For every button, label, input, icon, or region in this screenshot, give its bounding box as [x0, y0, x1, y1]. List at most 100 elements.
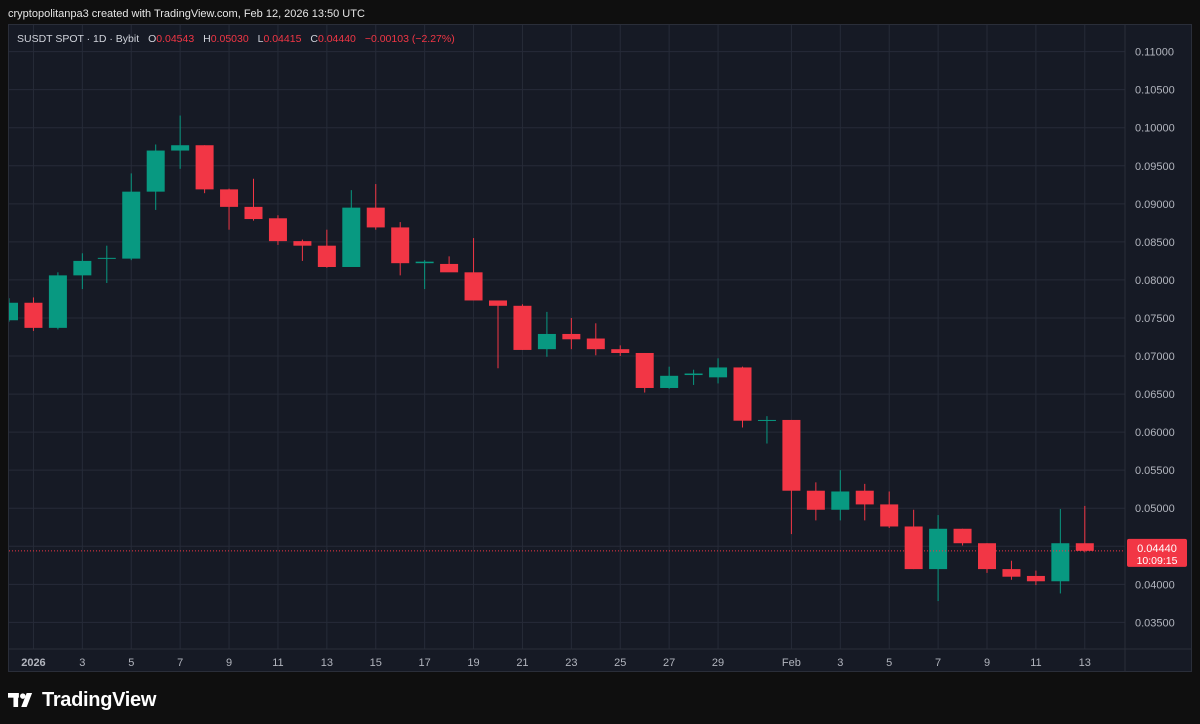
x-tick-label: 7: [177, 657, 183, 669]
x-tick-label: 15: [370, 657, 382, 669]
y-tick-label: 0.07000: [1135, 351, 1175, 363]
candle-body-down: [195, 145, 214, 190]
candle-body-down: [366, 207, 385, 228]
candle-body-up: [660, 375, 679, 388]
candle-body-down: [440, 263, 459, 273]
y-tick-label: 0.07500: [1135, 313, 1175, 325]
candle-body-down: [513, 305, 532, 350]
y-tick-label: 0.08000: [1135, 275, 1175, 287]
last-price-value: 0.04440: [1137, 543, 1177, 555]
tradingview-logo-icon: [8, 693, 33, 707]
candle-body-down: [782, 419, 801, 491]
candle-body-up: [171, 145, 190, 151]
y-tick-label: 0.10000: [1135, 123, 1175, 135]
x-tick-label: 25: [614, 657, 626, 669]
x-tick-label: 19: [467, 657, 479, 669]
x-tick-label: 29: [712, 657, 724, 669]
change-value: −0.00103 (−2.27%): [364, 33, 455, 45]
last-price-tag: [1127, 538, 1187, 567]
candle-body-down: [24, 302, 43, 328]
candle-body-up: [122, 191, 141, 259]
candle-body-down: [586, 338, 605, 350]
candle-body-down: [391, 227, 410, 264]
candle-body-up: [757, 419, 776, 421]
candle-body-down: [978, 543, 996, 570]
candle-body-up: [48, 275, 67, 328]
candle-body-up: [537, 333, 556, 350]
candle-body-up: [709, 367, 728, 378]
x-tick-label: 7: [935, 657, 941, 669]
close-value: 0.04440: [317, 33, 356, 45]
y-tick-label: 0.03500: [1135, 617, 1175, 629]
candle-body-down: [489, 300, 507, 306]
x-tick-label: 13: [321, 657, 333, 669]
candle-body-down: [244, 206, 263, 220]
y-tick-label: 0.05000: [1135, 503, 1175, 515]
candle-body-up: [146, 150, 165, 192]
candle-body-down: [220, 189, 239, 207]
y-tick-label: 0.09500: [1135, 161, 1175, 173]
candle-body-up: [415, 261, 434, 264]
x-tick-label: 3: [79, 657, 85, 669]
low-value: 0.04415: [263, 33, 302, 45]
candle-body-down: [464, 272, 483, 301]
y-tick-label: 0.05500: [1135, 465, 1175, 477]
chart-header: cryptopolitanpa3 created with TradingVie…: [0, 0, 1200, 28]
x-tick-label: 9: [984, 657, 990, 669]
x-tick-label: Feb: [782, 657, 801, 669]
candle-body-down: [1026, 575, 1045, 582]
y-tick-label: 0.10500: [1135, 85, 1175, 97]
high-value: 0.05030: [210, 33, 249, 45]
candle-body-down: [317, 245, 336, 267]
candle-body-down: [611, 349, 630, 353]
candle-body-down: [293, 241, 312, 246]
y-tick-label: 0.08500: [1135, 237, 1175, 249]
candle-body-down: [806, 490, 825, 510]
y-tick-label: 0.06500: [1135, 389, 1175, 401]
high-label: H: [203, 33, 211, 45]
candle-countdown: 10:09:15: [1137, 555, 1178, 567]
candle-body-down: [635, 352, 654, 388]
y-tick-label: 0.11000: [1135, 47, 1174, 59]
chart-panel[interactable]: 0.11000 0.10500 0.10000 0.09500 0.09000 0.085…: [8, 24, 1192, 672]
candlestick-chart[interactable]: 0.11000 0.10500 0.10000 0.09500 0.09000 0.085…: [9, 25, 1192, 672]
x-tick-label: 11: [272, 657, 283, 669]
x-tick-label: 3: [837, 657, 843, 669]
candle-body-up: [929, 528, 948, 570]
candle-body-down: [1075, 543, 1094, 551]
candle-body-down: [268, 218, 287, 242]
open-label: O: [148, 33, 157, 45]
symbol-name[interactable]: SUSDT SPOT · 1D · Bybit: [17, 33, 140, 45]
candle-body-down: [855, 490, 874, 505]
x-tick-label: 5: [128, 657, 134, 669]
low-label: L: [257, 33, 264, 45]
candle-body-up: [97, 257, 116, 259]
candle-body-down: [1002, 569, 1021, 577]
x-tick-label: 13: [1079, 657, 1091, 669]
candle-body-up: [342, 207, 361, 267]
x-tick-label: 23: [565, 657, 577, 669]
open-value: 0.04543: [156, 33, 195, 45]
x-tick-label: 2026: [21, 657, 45, 669]
close-label: C: [310, 33, 318, 45]
candle-body-up: [684, 373, 703, 376]
candle-body-down: [880, 504, 899, 527]
y-tick-label: 0.06000: [1135, 427, 1175, 439]
x-tick-label: 21: [516, 657, 528, 669]
candle-body-down: [562, 333, 581, 340]
x-tick-label: 17: [419, 657, 431, 669]
x-tick-label: 27: [663, 657, 675, 669]
y-tick-label: 0.09000: [1135, 199, 1175, 211]
candle-body-up: [831, 491, 850, 510]
tradingview-brand: TradingView: [8, 686, 156, 714]
x-tick-label: 11: [1030, 657, 1041, 669]
x-tick-label: 9: [226, 657, 232, 669]
candle-body-up: [1051, 543, 1070, 582]
y-tick-label: 0.04000: [1135, 579, 1175, 591]
candle-body-down: [953, 528, 972, 544]
x-tick-label: 5: [886, 657, 892, 669]
symbol-legend: SUSDT SPOT · 1D · Bybit O0.04543 H0.0503…: [17, 33, 455, 45]
candle-body-down: [733, 367, 752, 421]
brand-name: TradingView: [42, 688, 157, 711]
candle-body-up: [9, 302, 18, 321]
